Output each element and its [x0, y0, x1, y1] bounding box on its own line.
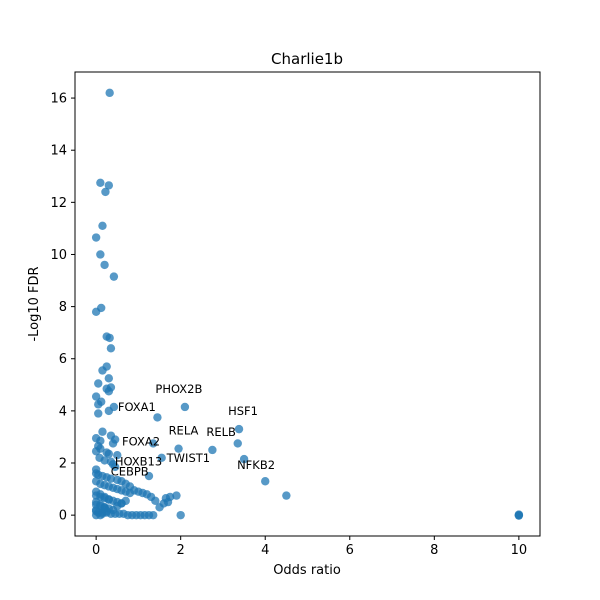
- y-tick-label: 10: [50, 248, 67, 263]
- data-point: [153, 413, 162, 422]
- data-point: [110, 462, 120, 472]
- point-label: CEBPB: [111, 464, 149, 478]
- point-label: NFKB2: [237, 458, 275, 472]
- data-point: [91, 392, 101, 401]
- data-point: [151, 496, 160, 506]
- point-label: FOXA2: [122, 434, 160, 448]
- x-tick-label: 6: [346, 543, 354, 558]
- data-point: [104, 495, 114, 504]
- point-label: RELB: [206, 425, 236, 439]
- data-point: [105, 88, 114, 98]
- data-point: [125, 488, 135, 498]
- x-tick-label: 4: [261, 543, 269, 558]
- point-label: HOXB13: [115, 455, 162, 469]
- data-point: [174, 444, 183, 453]
- data-point: [163, 497, 173, 507]
- point-labels: PHOX2B FOXA1 HSF1 FOXA2 RELA RELB HOXB13 TWIST1…: [111, 382, 275, 478]
- data-point: [239, 454, 249, 464]
- y-tick-label: 2: [59, 457, 67, 472]
- data-point: [157, 453, 166, 462]
- x-tick-label: 10: [511, 543, 528, 558]
- data-point: [101, 187, 110, 197]
- y-tick-label: 14: [50, 144, 67, 159]
- y-axis-label: -Log10 FDR: [27, 266, 42, 341]
- x-tick-label: 8: [430, 543, 438, 558]
- data-point: [100, 456, 109, 465]
- data-point: [208, 445, 217, 455]
- point-label: RELA: [169, 424, 199, 438]
- data-point: [91, 447, 101, 456]
- data-point: [105, 333, 114, 343]
- point-label: HSF1: [228, 404, 258, 418]
- data-points: [91, 88, 524, 520]
- data-point: [94, 379, 103, 388]
- data-point: [98, 221, 107, 230]
- data-point: [233, 439, 242, 448]
- data-point: [104, 387, 114, 396]
- data-point: [94, 400, 103, 409]
- y-tick-label: 0: [59, 509, 67, 524]
- y-tick-label: 12: [50, 196, 67, 211]
- x-tick-label: 0: [92, 543, 100, 558]
- data-point: [113, 450, 122, 460]
- y-tick-label: 4: [59, 404, 67, 419]
- y-tick-label: 8: [59, 300, 67, 315]
- data-point: [282, 491, 291, 500]
- data-point: [100, 504, 109, 513]
- data-point: [172, 491, 181, 500]
- x-tick-label: 2: [177, 543, 185, 558]
- y-axis: 0 2 4 6 8 10 12 14 16: [50, 92, 75, 524]
- data-point: [109, 272, 119, 281]
- data-point: [91, 233, 101, 242]
- data-point: [106, 344, 116, 353]
- data-point: [261, 477, 270, 486]
- y-tick-label: 16: [50, 92, 67, 107]
- data-point: [121, 496, 130, 506]
- data-point: [234, 424, 244, 434]
- data-point: [108, 439, 118, 448]
- point-label: PHOX2B: [155, 382, 202, 396]
- data-point: [96, 178, 105, 187]
- x-axis-label: Odds ratio: [273, 563, 341, 578]
- data-point: [149, 439, 158, 448]
- data-point: [91, 307, 101, 317]
- data-point: [91, 510, 101, 520]
- y-tick-label: 6: [59, 352, 67, 367]
- data-point: [98, 366, 107, 375]
- data-point: [104, 406, 114, 416]
- data-point: [514, 511, 524, 520]
- data-point: [149, 510, 158, 520]
- chart-title: Charlie1b: [271, 50, 343, 68]
- data-point: [96, 250, 105, 259]
- plot-area: PHOX2B FOXA1 HSF1 FOXA2 RELA RELB HOXB13 TWIST1…: [74, 71, 541, 537]
- data-point: [104, 374, 114, 383]
- data-point: [180, 402, 190, 412]
- data-point: [98, 427, 107, 436]
- data-point: [104, 449, 114, 459]
- point-label: TWIST1: [166, 451, 210, 465]
- data-point: [104, 181, 114, 190]
- data-point: [106, 474, 116, 483]
- data-point: [144, 471, 154, 481]
- data-point: [176, 510, 185, 520]
- x-axis: 0 2 4 6 8 10: [92, 536, 527, 558]
- data-point: [94, 409, 103, 418]
- data-point: [100, 260, 109, 270]
- point-label: FOXA1: [118, 400, 156, 414]
- plot-frame: [74, 71, 541, 537]
